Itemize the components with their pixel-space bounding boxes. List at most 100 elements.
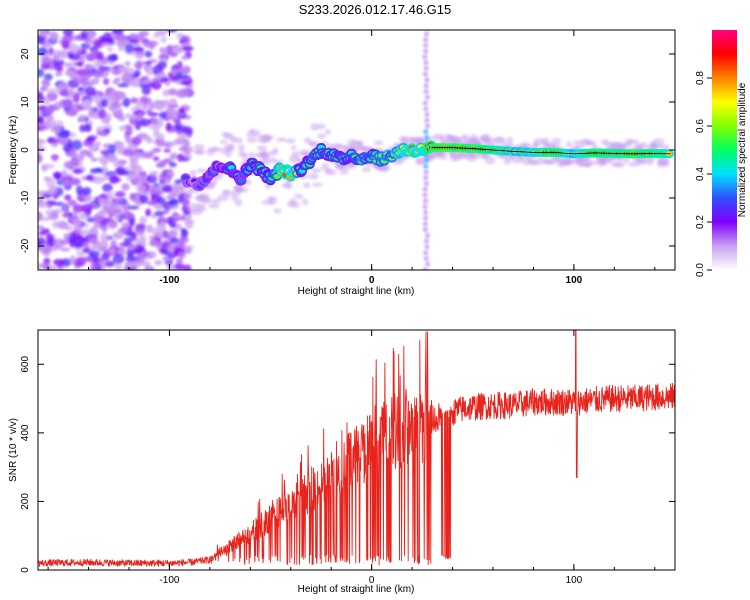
noise-blob xyxy=(119,125,126,132)
noise-blob xyxy=(39,244,50,249)
noise-blob xyxy=(41,43,53,48)
noise-blob xyxy=(144,50,153,58)
noise-blob xyxy=(158,173,167,182)
noise-blob xyxy=(159,159,167,166)
ridge-halo xyxy=(248,152,255,158)
noise-blob xyxy=(119,66,129,74)
noise-blob xyxy=(38,153,42,163)
noise-blob xyxy=(94,51,102,60)
x-tick-label: -100 xyxy=(159,275,179,286)
ridge-halo xyxy=(534,157,546,165)
noise-blob xyxy=(85,30,97,39)
ridge-halo xyxy=(583,160,591,167)
ridge-halo xyxy=(521,142,530,148)
noise-blob xyxy=(102,183,113,192)
noise-blob xyxy=(76,250,85,257)
ridge-halo xyxy=(219,140,229,145)
noise-blob xyxy=(69,52,81,61)
noise-blob xyxy=(114,191,125,198)
noise-blob xyxy=(69,255,76,265)
noise-blob xyxy=(161,184,173,193)
noise-blob xyxy=(101,202,111,208)
noise-blob xyxy=(123,213,133,221)
noise-blob xyxy=(159,222,166,231)
streak-blob xyxy=(422,204,428,210)
noise-blob xyxy=(38,138,44,144)
streak-blob xyxy=(423,48,429,54)
streak-blob xyxy=(424,135,430,141)
noise-blob xyxy=(111,209,123,214)
noise-blob xyxy=(58,129,70,138)
noise-blob xyxy=(158,133,165,141)
noise-blob xyxy=(44,120,56,128)
streak-blob xyxy=(423,158,429,164)
noise-blob xyxy=(64,194,72,201)
streak-blob xyxy=(422,100,428,106)
noise-blob xyxy=(172,214,184,219)
streak-blob xyxy=(423,215,429,221)
noise-blob xyxy=(82,247,90,254)
streak-blob xyxy=(422,192,428,198)
ridge-halo xyxy=(646,159,654,166)
ridge-halo xyxy=(612,141,624,148)
ridge-halo xyxy=(195,194,204,203)
noise-blob xyxy=(81,71,92,80)
noise-blob xyxy=(122,202,131,212)
noise-blob xyxy=(82,186,92,196)
noise-blob xyxy=(92,214,104,223)
noise-blob xyxy=(141,151,149,159)
noise-blob xyxy=(139,194,149,204)
ridge-halo xyxy=(459,136,471,141)
noise-blob xyxy=(40,30,48,38)
noise-blob xyxy=(49,31,60,42)
noise-blob xyxy=(83,37,91,42)
ridge-halo xyxy=(283,181,293,190)
streak-blob xyxy=(423,169,429,175)
ridge-halo xyxy=(246,137,258,143)
ridge-halo xyxy=(543,159,555,165)
noise-blob xyxy=(51,138,61,144)
ridge-halo xyxy=(628,162,640,167)
noise-blob xyxy=(98,198,110,204)
ridge-halo xyxy=(469,134,479,143)
ridge-halo xyxy=(273,208,282,214)
ridge-halo xyxy=(650,142,658,149)
noise-blob xyxy=(61,39,70,49)
noise-blob xyxy=(106,190,115,201)
ridge-halo xyxy=(551,137,562,145)
noise-blob xyxy=(110,239,118,250)
noise-blob xyxy=(40,216,51,222)
streak-blob xyxy=(423,238,429,244)
noise-blob xyxy=(169,198,179,207)
ridge-halo xyxy=(206,149,216,156)
y-tick-label: -10 xyxy=(20,190,31,205)
noise-blob xyxy=(159,47,167,55)
streak-blob xyxy=(422,221,428,227)
noise-blob xyxy=(45,177,56,188)
snr-y-ticks: 0 200 400 600 xyxy=(20,356,675,573)
ridge-halo xyxy=(579,139,591,145)
noise-blob xyxy=(178,107,186,114)
noise-blob xyxy=(146,174,158,184)
noise-blob xyxy=(90,157,98,162)
streak-blob xyxy=(425,123,431,129)
noise-blob xyxy=(81,203,93,214)
noise-blob xyxy=(38,95,46,103)
noise-blob xyxy=(97,130,108,137)
noise-blob xyxy=(178,251,186,260)
noise-blob xyxy=(64,70,77,77)
streak-blob xyxy=(425,261,431,267)
noise-blob xyxy=(180,227,187,234)
colorbar-ticks: 0.0 0.2 0.4 0.6 0.8 xyxy=(695,71,712,277)
ridge-halo xyxy=(599,157,612,165)
ridge-halo xyxy=(344,162,356,170)
noise-blob xyxy=(92,176,104,185)
noise-blob xyxy=(108,218,116,226)
ridge-halo xyxy=(317,133,326,140)
streak-blob xyxy=(423,88,429,94)
colorbar-tick-label: 0.4 xyxy=(695,167,706,181)
streak-blob xyxy=(423,175,429,181)
noise-blob xyxy=(141,261,151,267)
noise-blob xyxy=(38,147,47,152)
noise-blob xyxy=(115,92,125,99)
